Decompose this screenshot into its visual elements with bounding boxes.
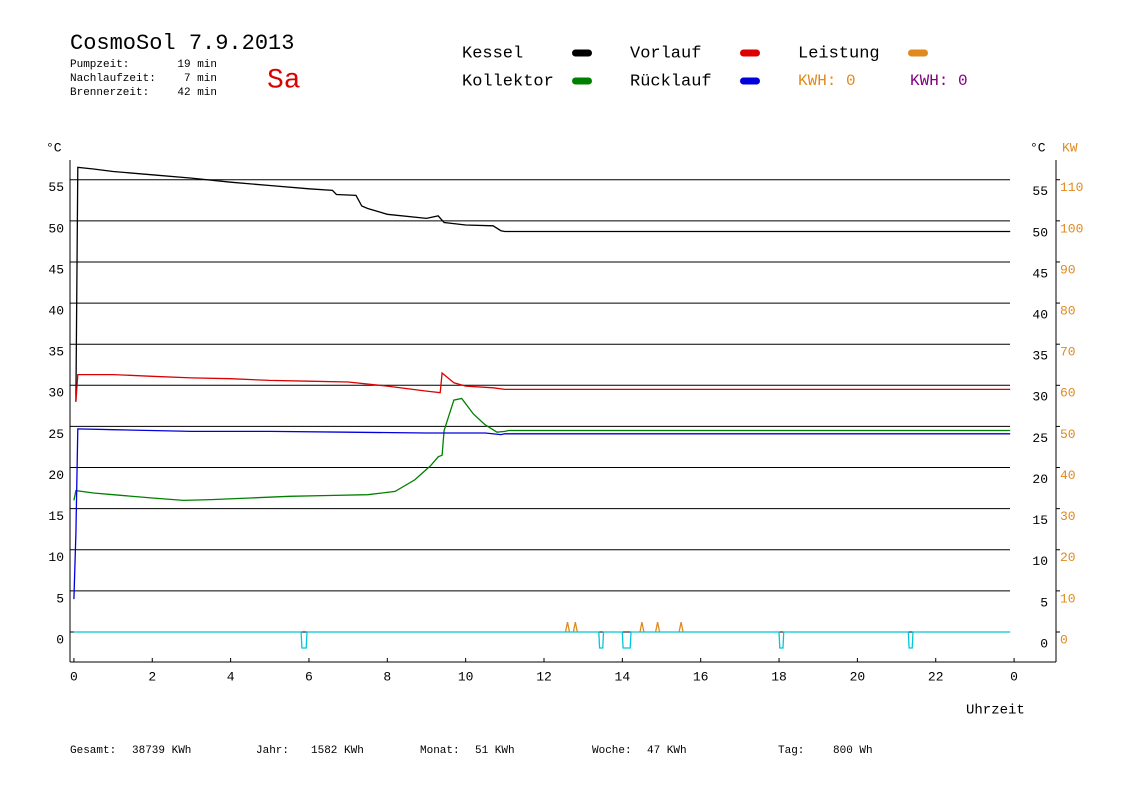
kwh-label: KWH: 0: [798, 72, 856, 90]
y-tick-label: 35: [48, 345, 64, 360]
x-tick-label: 20: [850, 669, 866, 684]
y-tick-label-right: 20: [1032, 472, 1048, 487]
series-line: [75, 371, 1011, 402]
info-value: 7 min: [184, 73, 217, 85]
y-tick-label: 40: [48, 304, 64, 319]
y2-tick-label: 40: [1060, 468, 1076, 483]
y-tick-label: 20: [48, 468, 64, 483]
y2-tick-label: 60: [1060, 386, 1076, 401]
chart-title: CosmoSol 7.9.2013: [70, 31, 294, 56]
y-tick-label-right: 40: [1032, 308, 1048, 323]
x-axis-label: Uhrzeit: [966, 703, 1025, 719]
legend-label: Kessel: [462, 44, 523, 63]
series-line: [75, 166, 1011, 402]
kwh-label: KWH: 0: [910, 72, 968, 90]
x-tick-label: 12: [536, 669, 552, 684]
x-tick-label: 18: [771, 669, 787, 684]
legend-label: Vorlauf: [630, 44, 701, 63]
y2-unit-label: KW: [1062, 140, 1078, 155]
y-tick-label-right: 50: [1032, 225, 1048, 240]
y-tick-label: 55: [48, 180, 64, 195]
total-value: 51 KWh: [475, 745, 515, 757]
y-tick-label: 25: [48, 427, 64, 442]
y-tick-label-right: 25: [1032, 431, 1048, 446]
total-value: 800 Wh: [833, 745, 873, 757]
legend-swatch: [908, 49, 928, 57]
info-label: Pumpzeit:: [70, 59, 129, 71]
y2-tick-label: 30: [1060, 509, 1076, 524]
x-tick-label: 0: [70, 669, 78, 684]
x-tick-label: 0: [1010, 669, 1018, 684]
total-value: 47 KWh: [647, 745, 687, 757]
y2-tick-label: 50: [1060, 427, 1076, 442]
y-tick-label: 5: [56, 591, 64, 606]
legend-swatch: [572, 49, 592, 57]
y2-tick-label: 70: [1060, 345, 1076, 360]
y-tick-label-right: 30: [1032, 390, 1048, 405]
info-label: Nachlaufzeit:: [70, 73, 156, 85]
y-tick-label: 30: [48, 386, 64, 401]
y2-tick-label: 20: [1060, 550, 1076, 565]
info-value: 42 min: [177, 87, 217, 99]
series-line: [564, 621, 684, 633]
total-label: Tag:: [778, 745, 804, 757]
total-label: Woche:: [592, 745, 632, 757]
y2-tick-label: 10: [1060, 591, 1076, 606]
y2-tick-label: 0: [1060, 632, 1068, 647]
total-value: 1582 KWh: [311, 745, 364, 757]
y-tick-label: 45: [48, 262, 64, 277]
total-label: Gesamt:: [70, 745, 116, 757]
series-line: [73, 631, 1011, 649]
y2-tick-label: 90: [1060, 262, 1076, 277]
x-tick-label: 6: [305, 669, 313, 684]
series-line: [73, 428, 1011, 600]
legend-swatch: [740, 49, 760, 57]
y-tick-label: 15: [48, 509, 64, 524]
y-tick-label-right: 45: [1032, 266, 1048, 281]
y-tick-label: 0: [56, 632, 64, 647]
legend-label: Kollektor: [462, 72, 554, 91]
series-line: [73, 397, 1011, 502]
legend-swatch: [572, 77, 592, 85]
total-value: 38739 KWh: [132, 745, 191, 757]
x-tick-label: 22: [928, 669, 944, 684]
y-tick-label-right: 5: [1040, 595, 1048, 610]
x-tick-label: 10: [458, 669, 474, 684]
y-tick-label: 50: [48, 221, 64, 236]
legend-label: Leistung: [798, 44, 880, 63]
info-label: Brennerzeit:: [70, 87, 149, 99]
y-tick-label-right: 10: [1032, 554, 1048, 569]
legend-swatch: [740, 77, 760, 85]
y2-tick-label: 110: [1060, 180, 1083, 195]
day-label: Sa: [267, 65, 301, 96]
x-tick-label: 16: [693, 669, 709, 684]
y-tick-label-right: 0: [1040, 636, 1048, 651]
y-axis-label: °C: [46, 140, 62, 155]
legend-label: Rücklauf: [630, 72, 712, 91]
total-label: Monat:: [420, 745, 460, 757]
y2-axis-label: °C: [1030, 140, 1046, 155]
y-tick-label-right: 15: [1032, 513, 1048, 528]
x-tick-label: 14: [615, 669, 631, 684]
y2-tick-label: 100: [1060, 221, 1083, 236]
info-value: 19 min: [177, 59, 217, 71]
x-tick-label: 4: [227, 669, 235, 684]
y2-tick-label: 80: [1060, 304, 1076, 319]
y-tick-label-right: 35: [1032, 349, 1048, 364]
y-tick-label-right: 55: [1032, 184, 1048, 199]
x-tick-label: 8: [383, 669, 391, 684]
x-tick-label: 2: [148, 669, 156, 684]
y-tick-label: 10: [48, 550, 64, 565]
total-label: Jahr:: [256, 745, 289, 757]
